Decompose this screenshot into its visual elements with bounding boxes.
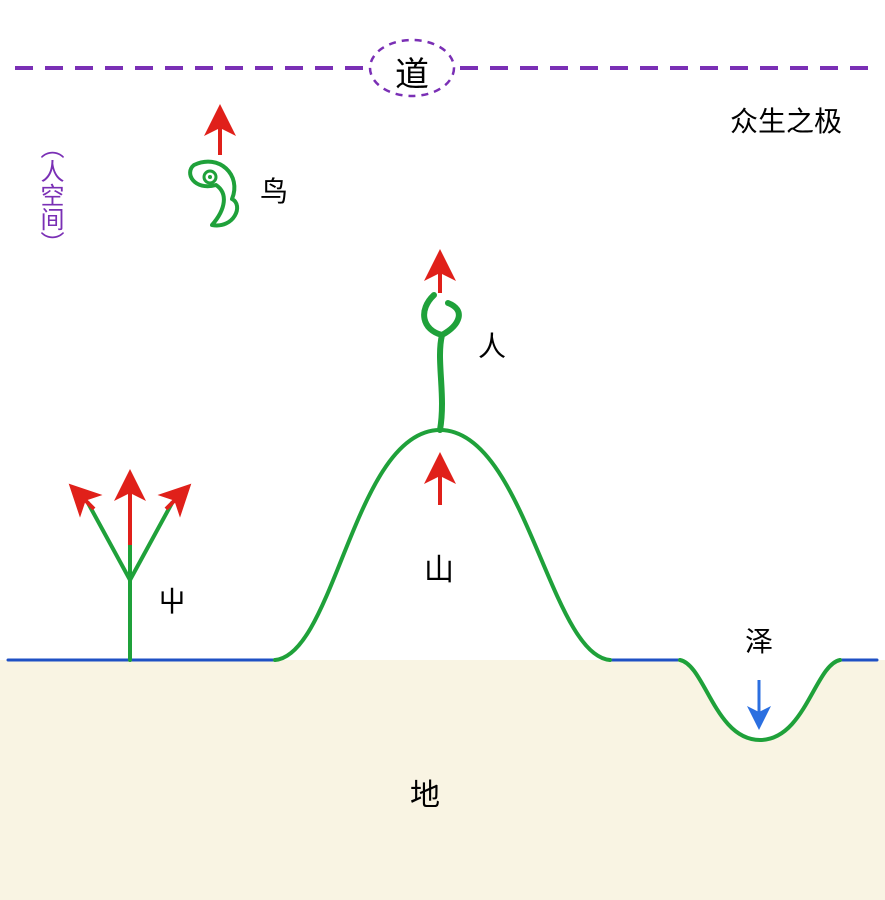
mountain-label: 山 bbox=[424, 545, 454, 589]
diagram-stage: 道 众生之极 （人空间） 鸟 人 山 屮 泽 地 bbox=[0, 0, 885, 900]
marsh-label: 泽 bbox=[745, 620, 773, 660]
dao-label: 道 bbox=[395, 47, 429, 96]
plant-branch-right bbox=[130, 503, 172, 580]
limit-label: 众生之极 bbox=[730, 100, 842, 140]
bird-label: 鸟 bbox=[260, 170, 288, 210]
plant-arrow-right bbox=[166, 495, 180, 509]
plant-branch-left bbox=[88, 503, 130, 580]
bird-eye-inner bbox=[208, 175, 212, 179]
earth-label: 地 bbox=[410, 770, 440, 814]
person-label: 人 bbox=[478, 325, 506, 365]
dao-line-group bbox=[15, 40, 870, 96]
side-label: （人空间） bbox=[32, 135, 67, 255]
plant-label: 屮 bbox=[158, 580, 186, 620]
shapes-group bbox=[88, 162, 840, 740]
plant-arrow-left bbox=[80, 495, 94, 509]
person-icon bbox=[424, 295, 459, 430]
